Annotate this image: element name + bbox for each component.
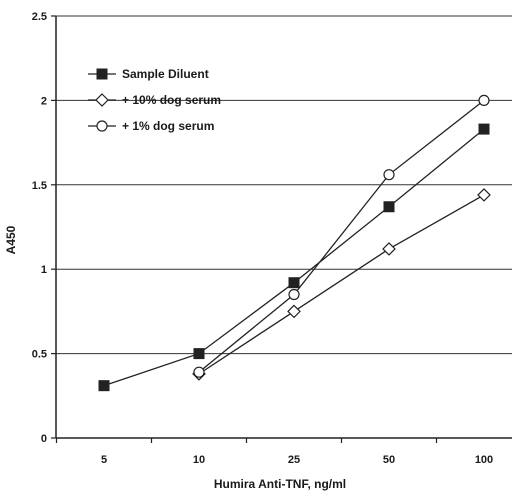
- y-axis-ticks: 0 0.5 1 1.5 2 2.5: [32, 11, 56, 445]
- gridlines: [56, 15, 512, 355]
- series-line: [198, 194, 485, 375]
- legend-item: + 1% dog serum: [88, 119, 214, 133]
- y-tick-label: 0.5: [32, 349, 47, 361]
- series: [98, 94, 491, 392]
- legend-label: + 1% dog serum: [122, 119, 214, 133]
- x-tick-label: 50: [383, 454, 395, 466]
- x-tick-label: 100: [475, 454, 493, 466]
- data-point: [287, 304, 301, 319]
- series-line: [103, 128, 485, 387]
- legend-label: Sample Diluent: [122, 67, 209, 81]
- y-tick-label: 2.5: [32, 11, 47, 23]
- x-axis-title: Humira Anti-TNF, ng/ml: [214, 477, 346, 491]
- data-point: [193, 348, 205, 360]
- y-tick-label: 0: [41, 433, 47, 445]
- y-tick-label: 2: [41, 95, 47, 107]
- x-axis-ticks: 5 10 25 50 100: [55, 438, 493, 466]
- data-point: [382, 242, 396, 256]
- data-point: [383, 169, 395, 181]
- data-point: [193, 366, 205, 378]
- data-point: [288, 288, 300, 301]
- y-tick-label: 1.5: [32, 180, 47, 192]
- legend-marker: [96, 68, 108, 80]
- data-point: [477, 188, 491, 202]
- x-tick-label: 5: [101, 454, 107, 466]
- x-tick-label: 25: [288, 454, 300, 466]
- data-point: [383, 201, 395, 213]
- data-point: [478, 94, 490, 107]
- legend-marker: [96, 120, 108, 132]
- legend-item: Sample Diluent: [88, 67, 209, 81]
- series-2: [192, 188, 491, 381]
- legend-label: + 10% dog serum: [122, 93, 221, 107]
- y-tick-label: 1: [41, 264, 47, 276]
- data-point: [98, 380, 110, 392]
- legend-item: + 10% dog serum: [88, 93, 221, 107]
- series-1: [98, 123, 490, 392]
- series-3: [193, 94, 490, 378]
- legend: Sample Diluent + 10% dog serum + 1% dog se…: [88, 67, 221, 133]
- legend-marker: [95, 93, 109, 107]
- y-axis-title: A450: [4, 225, 18, 254]
- data-point: [288, 277, 300, 289]
- data-point: [478, 123, 490, 135]
- series-line: [198, 99, 485, 373]
- x-tick-label: 10: [193, 454, 205, 466]
